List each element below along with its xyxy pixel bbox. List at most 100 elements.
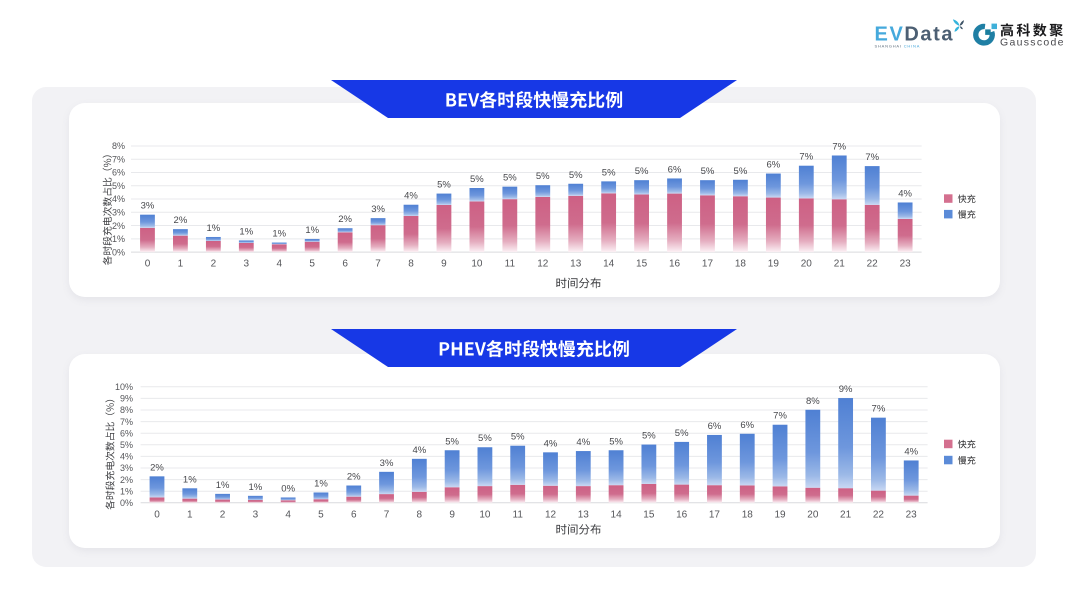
svg-text:6%: 6% xyxy=(112,168,125,178)
svg-text:19: 19 xyxy=(774,509,786,520)
svg-text:15: 15 xyxy=(636,259,648,270)
svg-text:0%: 0% xyxy=(120,498,133,508)
svg-text:18: 18 xyxy=(742,509,754,520)
svg-text:7%: 7% xyxy=(865,152,879,163)
svg-text:5%: 5% xyxy=(478,433,492,444)
svg-text:4%: 4% xyxy=(404,191,418,202)
svg-text:1: 1 xyxy=(187,509,193,520)
svg-text:7%: 7% xyxy=(832,141,846,152)
svg-text:9%: 9% xyxy=(120,394,133,404)
svg-text:23: 23 xyxy=(900,259,912,270)
svg-text:22: 22 xyxy=(867,259,879,270)
svg-text:20: 20 xyxy=(807,509,819,520)
svg-text:5%: 5% xyxy=(569,170,583,181)
svg-text:6%: 6% xyxy=(740,420,754,431)
svg-text:7%: 7% xyxy=(773,411,787,422)
svg-text:2: 2 xyxy=(211,259,217,270)
svg-text:17: 17 xyxy=(702,259,714,270)
svg-text:3%: 3% xyxy=(141,201,155,212)
svg-text:5%: 5% xyxy=(635,166,649,177)
svg-text:3%: 3% xyxy=(120,463,133,473)
svg-text:5%: 5% xyxy=(511,432,525,443)
svg-text:13: 13 xyxy=(570,259,582,270)
svg-text:1%: 1% xyxy=(239,226,253,237)
svg-text:2: 2 xyxy=(220,509,226,520)
svg-text:7%: 7% xyxy=(120,417,133,427)
svg-text:16: 16 xyxy=(669,259,681,270)
svg-text:4: 4 xyxy=(285,509,291,520)
svg-text:11: 11 xyxy=(513,509,524,520)
svg-text:5: 5 xyxy=(309,259,315,270)
svg-text:4%: 4% xyxy=(112,194,125,204)
svg-text:8%: 8% xyxy=(120,405,133,415)
svg-text:22: 22 xyxy=(873,509,885,520)
svg-text:0%: 0% xyxy=(112,247,125,257)
svg-text:2%: 2% xyxy=(347,472,361,483)
svg-text:9: 9 xyxy=(449,509,455,520)
svg-text:5%: 5% xyxy=(112,181,125,191)
svg-text:1: 1 xyxy=(178,259,184,270)
svg-text:21: 21 xyxy=(834,259,846,270)
svg-text:4%: 4% xyxy=(412,445,426,456)
svg-text:5%: 5% xyxy=(642,431,656,442)
svg-text:4%: 4% xyxy=(576,437,590,448)
svg-text:18: 18 xyxy=(735,259,747,270)
svg-text:1%: 1% xyxy=(249,482,263,493)
svg-text:23: 23 xyxy=(906,509,918,520)
svg-text:1%: 1% xyxy=(305,225,319,236)
svg-text:1%: 1% xyxy=(272,229,286,240)
svg-text:17: 17 xyxy=(709,509,721,520)
svg-text:7%: 7% xyxy=(799,152,813,163)
svg-text:5%: 5% xyxy=(503,173,517,184)
svg-text:1%: 1% xyxy=(120,486,133,496)
svg-text:3%: 3% xyxy=(112,207,125,217)
svg-text:7%: 7% xyxy=(112,154,125,164)
svg-text:5%: 5% xyxy=(734,166,748,177)
svg-text:4: 4 xyxy=(276,259,282,270)
svg-text:6: 6 xyxy=(342,259,348,270)
svg-text:11: 11 xyxy=(505,259,516,270)
svg-text:5%: 5% xyxy=(609,436,623,447)
svg-text:1%: 1% xyxy=(183,474,197,485)
svg-text:3%: 3% xyxy=(380,458,394,469)
svg-text:1%: 1% xyxy=(112,234,125,244)
svg-text:14: 14 xyxy=(603,259,615,270)
svg-text:8%: 8% xyxy=(112,141,125,151)
svg-text:0%: 0% xyxy=(281,483,295,494)
svg-text:7: 7 xyxy=(384,509,390,520)
svg-text:6%: 6% xyxy=(120,428,133,438)
svg-text:5: 5 xyxy=(318,509,324,520)
svg-text:7%: 7% xyxy=(872,404,886,415)
svg-text:13: 13 xyxy=(578,509,590,520)
svg-text:2%: 2% xyxy=(174,215,188,226)
svg-text:2%: 2% xyxy=(112,221,125,231)
svg-text:4%: 4% xyxy=(904,446,918,457)
svg-text:4%: 4% xyxy=(120,452,133,462)
svg-text:16: 16 xyxy=(676,509,688,520)
svg-text:5%: 5% xyxy=(445,436,459,447)
svg-text:12: 12 xyxy=(545,509,557,520)
svg-text:9: 9 xyxy=(441,259,447,270)
svg-text:4%: 4% xyxy=(898,188,912,199)
svg-text:14: 14 xyxy=(611,509,623,520)
svg-text:6%: 6% xyxy=(668,164,682,175)
svg-text:6%: 6% xyxy=(766,160,780,171)
svg-text:5%: 5% xyxy=(602,167,616,178)
svg-text:6: 6 xyxy=(351,509,357,520)
svg-text:10: 10 xyxy=(471,259,483,270)
svg-text:5%: 5% xyxy=(437,180,451,191)
svg-text:3%: 3% xyxy=(371,204,385,215)
svg-text:3: 3 xyxy=(253,509,259,520)
svg-text:SHANGHAI CHINA: SHANGHAI CHINA xyxy=(875,44,921,49)
svg-text:1%: 1% xyxy=(314,478,328,489)
svg-text:1%: 1% xyxy=(206,223,220,234)
svg-text:12: 12 xyxy=(537,259,549,270)
svg-text:5%: 5% xyxy=(120,440,133,450)
svg-text:7: 7 xyxy=(375,259,381,270)
svg-text:5%: 5% xyxy=(675,428,689,439)
svg-text:10%: 10% xyxy=(115,382,133,392)
svg-text:Gausscode: Gausscode xyxy=(1000,37,1065,49)
svg-text:6%: 6% xyxy=(708,421,722,432)
svg-text:8%: 8% xyxy=(806,396,820,407)
svg-text:3: 3 xyxy=(244,259,250,270)
